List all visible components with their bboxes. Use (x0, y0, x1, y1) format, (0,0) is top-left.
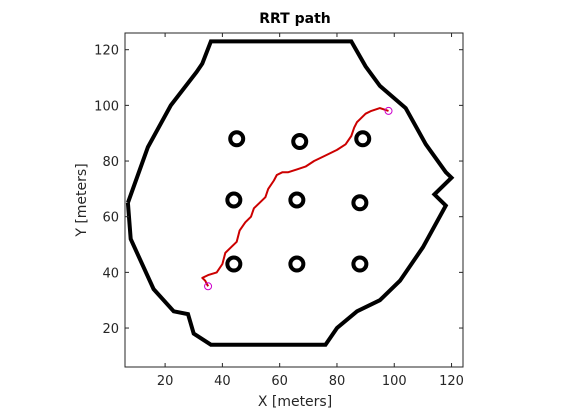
y-axis-ticks: 20 40 60 80 100 120 (94, 44, 463, 337)
y-tick-label: 80 (102, 155, 119, 170)
y-tick-label: 20 (102, 322, 119, 337)
obstacle (354, 130, 372, 148)
chart-title: RRT path (259, 11, 330, 27)
x-tick-label: 80 (329, 374, 346, 389)
obstacle (288, 191, 306, 209)
obstacle (351, 194, 369, 212)
rrt-path-layer (201, 107, 389, 287)
y-tick-label: 60 (102, 211, 119, 226)
y-tick-label: 120 (94, 44, 119, 59)
obstacle (351, 255, 369, 273)
x-axis-label: X [meters] (258, 394, 332, 410)
plot-area (124, 32, 464, 368)
goal-marker (384, 106, 393, 115)
x-tick-label: 60 (271, 374, 288, 389)
obstacle (288, 255, 306, 273)
rrt-path-line (201, 107, 389, 287)
x-tick-label: 120 (439, 374, 464, 389)
x-axis-ticks: 20 40 60 80 100 120 (157, 33, 464, 389)
x-tick-label: 40 (214, 374, 231, 389)
y-axis-label: Y [meters] (74, 163, 90, 237)
obstacle (228, 130, 246, 148)
obstacle (225, 191, 243, 209)
map-boundary (125, 39, 455, 347)
y-tick-label: 40 (102, 266, 119, 281)
axes-box (124, 32, 464, 368)
endpoint-markers (204, 106, 393, 291)
x-tick-label: 100 (382, 374, 407, 389)
obstacle (291, 133, 309, 151)
obstacle (225, 255, 243, 273)
x-tick-label: 20 (157, 374, 174, 389)
y-tick-label: 100 (94, 99, 119, 114)
start-marker (204, 282, 213, 291)
occupancy-map (125, 39, 455, 347)
